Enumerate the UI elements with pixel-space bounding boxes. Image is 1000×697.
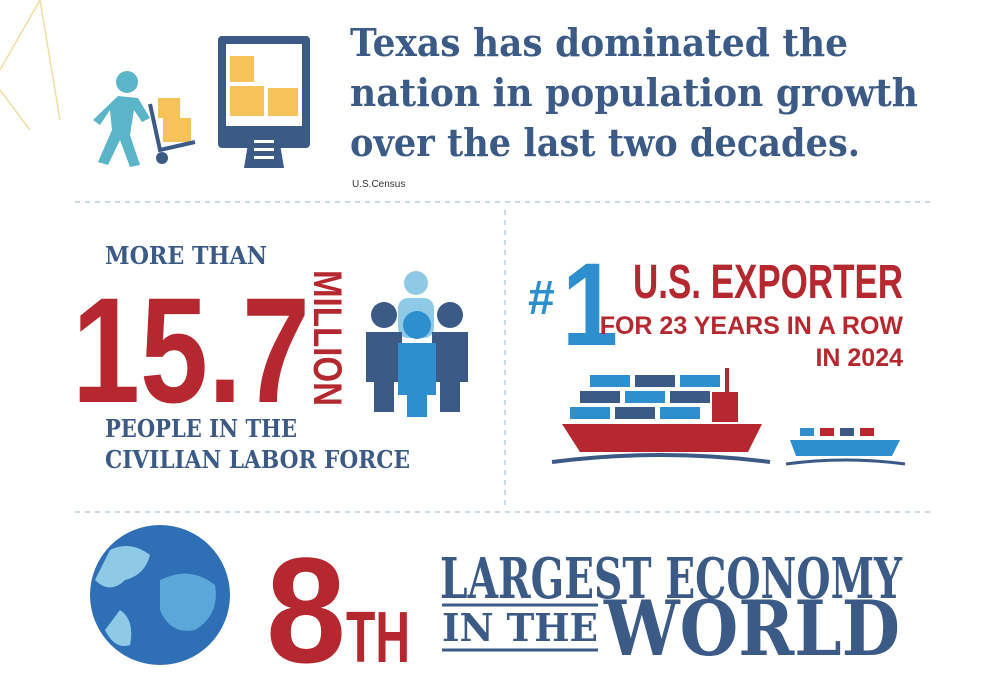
globe-icon	[90, 525, 230, 665]
ship-icon	[551, 368, 906, 466]
rank-number: 1	[562, 239, 618, 371]
people-icon	[366, 271, 468, 417]
monitor-icon	[218, 36, 310, 168]
rank-caption: IN 2024	[815, 344, 903, 372]
economy-title: WORLD	[603, 584, 900, 673]
rank-suffix: TH	[346, 598, 410, 678]
stat-caption: CIVILIAN LABOR FORCE	[105, 445, 410, 474]
economy-title: IN THE	[442, 605, 598, 650]
headline: Texas has dominated the	[350, 20, 848, 65]
decoration	[0, 0, 61, 131]
worker-icon	[93, 71, 196, 167]
rank-caption: FOR 23 YEARS IN A ROW	[600, 312, 904, 340]
rank-number: 8	[266, 526, 346, 694]
stat-caption: PEOPLE IN THE	[105, 414, 297, 443]
source: U.S.Census	[352, 179, 405, 190]
stat-number: 15.7	[72, 266, 310, 434]
headline: nation in population growth	[350, 70, 918, 115]
rank-title: U.S. EXPORTER	[633, 256, 903, 309]
rank-hash: #	[528, 272, 555, 325]
headline: over the last two decades.	[350, 120, 860, 165]
stat-unit: MILLION	[305, 270, 349, 406]
economy-title: LARGEST ECONOMY	[440, 546, 903, 612]
stat-prefix: MORE THAN	[105, 241, 267, 270]
